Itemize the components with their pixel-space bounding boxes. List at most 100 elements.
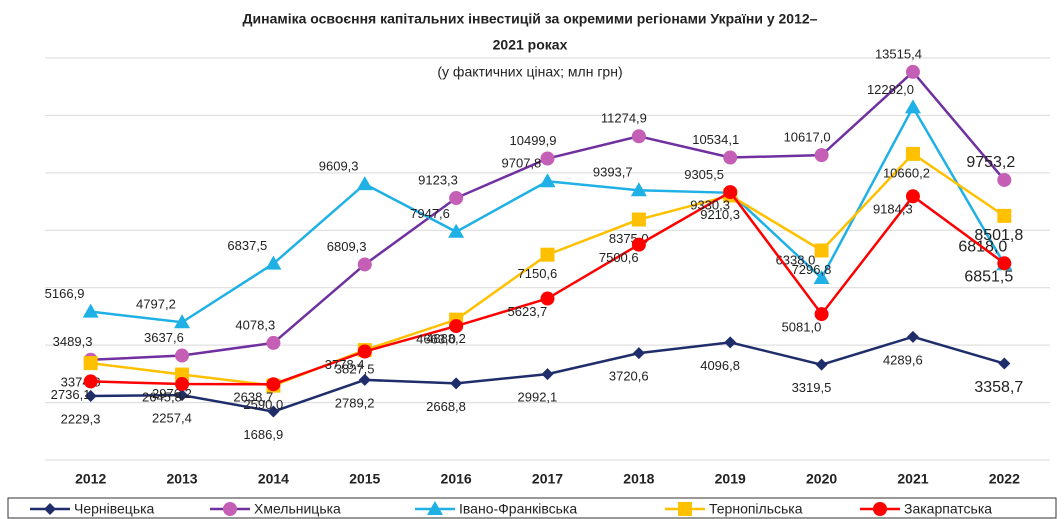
legend-marker xyxy=(873,502,887,516)
point-marker xyxy=(175,377,190,392)
point-marker xyxy=(449,319,464,334)
chart-title: Динаміка освоєння капітальних інвестицій… xyxy=(243,11,818,27)
data-label: 3827,5 xyxy=(335,362,375,377)
point-marker xyxy=(266,335,281,350)
point-marker xyxy=(540,151,555,166)
data-label: 10499,9 xyxy=(510,133,557,148)
data-label: 6338,0 xyxy=(776,252,816,267)
x-tick-label: 2012 xyxy=(75,471,106,487)
point-marker xyxy=(814,307,829,322)
x-tick-label: 2016 xyxy=(441,471,472,487)
data-label: 2736,1 xyxy=(51,387,91,402)
point-marker xyxy=(176,389,189,402)
legend-label: Івано-Франківська xyxy=(459,501,577,517)
point-marker xyxy=(82,303,99,318)
point-marker xyxy=(905,189,920,204)
point-marker xyxy=(266,377,281,392)
point-marker xyxy=(997,172,1012,187)
data-label: 7150,6 xyxy=(518,266,558,281)
data-label: 2992,1 xyxy=(518,390,558,405)
point-marker xyxy=(724,336,737,349)
point-marker xyxy=(356,176,373,191)
data-label: 5081,0 xyxy=(782,320,822,335)
legend-label: Хмельницька xyxy=(254,501,341,517)
x-tick-label: 2013 xyxy=(166,471,197,487)
legend-marker xyxy=(44,503,56,515)
data-label: 1686,9 xyxy=(243,427,283,442)
x-tick-label: 2017 xyxy=(532,471,563,487)
data-label: 9753,2 xyxy=(966,154,1015,171)
chart-subtitle: (у фактичних цінах; млн грн) xyxy=(437,64,622,80)
point-marker xyxy=(904,99,921,114)
chart-title: 2021 роках xyxy=(493,37,568,53)
point-marker xyxy=(630,182,647,197)
point-marker xyxy=(723,185,738,200)
point-marker xyxy=(267,405,280,418)
point-marker xyxy=(631,237,646,252)
legend-marker xyxy=(223,502,237,516)
data-label: 10534,1 xyxy=(692,132,739,147)
data-label: 4797,2 xyxy=(136,297,176,312)
data-label: 2789,2 xyxy=(335,395,375,410)
data-label: 13515,4 xyxy=(875,46,922,61)
legend-marker xyxy=(678,502,692,516)
point-marker xyxy=(723,150,738,165)
data-label: 5623,7 xyxy=(508,304,548,319)
point-marker xyxy=(84,389,97,402)
data-label: 2638,7 xyxy=(233,390,273,405)
point-marker xyxy=(83,356,98,371)
data-label: 4289,6 xyxy=(883,352,923,367)
point-marker xyxy=(540,247,555,262)
legend-label: Тернопільська xyxy=(709,501,803,517)
legend-label: Чернівецька xyxy=(74,501,155,517)
data-label: 6851,5 xyxy=(964,268,1013,285)
data-label: 6809,3 xyxy=(327,239,367,254)
x-tick-label: 2019 xyxy=(715,471,746,487)
x-tick-label: 2022 xyxy=(989,471,1020,487)
x-tick-label: 2014 xyxy=(258,471,289,487)
point-marker xyxy=(358,373,371,386)
point-marker xyxy=(632,347,645,360)
legend-label: Закарпатська xyxy=(904,501,992,517)
data-label: 2590,0 xyxy=(243,397,283,412)
data-label: 2645,8 xyxy=(142,389,182,404)
data-label: 3720,6 xyxy=(609,369,649,384)
data-label: 4663,0 xyxy=(416,332,456,347)
point-marker xyxy=(997,208,1012,223)
point-marker xyxy=(174,314,191,329)
point-marker xyxy=(449,191,464,206)
legend-box xyxy=(7,497,1057,519)
point-marker xyxy=(450,377,463,390)
data-label: 9305,5 xyxy=(684,167,724,182)
point-marker xyxy=(813,270,830,285)
data-label: 9609,3 xyxy=(319,159,359,174)
point-marker xyxy=(357,257,372,272)
data-label: 9707,8 xyxy=(502,156,542,171)
data-label: 3358,7 xyxy=(974,379,1023,396)
data-label: 9330,3 xyxy=(690,198,730,213)
data-label: 9210,3 xyxy=(700,207,740,222)
point-marker xyxy=(814,148,829,163)
point-marker xyxy=(906,330,919,343)
point-marker xyxy=(905,146,920,161)
data-label: 5166,9 xyxy=(45,286,85,301)
point-marker xyxy=(541,368,554,381)
data-label: 4096,8 xyxy=(700,358,740,373)
data-label: 4888,2 xyxy=(426,331,466,346)
data-label: 8501,8 xyxy=(974,227,1023,244)
legend-marker xyxy=(427,501,443,515)
point-marker xyxy=(905,64,920,79)
data-label: 3637,6 xyxy=(144,330,184,345)
point-marker xyxy=(631,129,646,144)
data-label: 10617,0 xyxy=(784,130,831,145)
data-label: 10660,2 xyxy=(883,165,930,180)
point-marker xyxy=(540,291,555,306)
data-label: 2668,8 xyxy=(426,399,466,414)
point-marker xyxy=(998,357,1011,370)
point-marker xyxy=(448,223,465,238)
point-marker xyxy=(815,358,828,371)
data-label: 12282,0 xyxy=(867,82,914,97)
data-label: 7296,8 xyxy=(792,262,832,277)
x-tick-label: 2018 xyxy=(623,471,654,487)
data-label: 11274,9 xyxy=(601,111,647,126)
